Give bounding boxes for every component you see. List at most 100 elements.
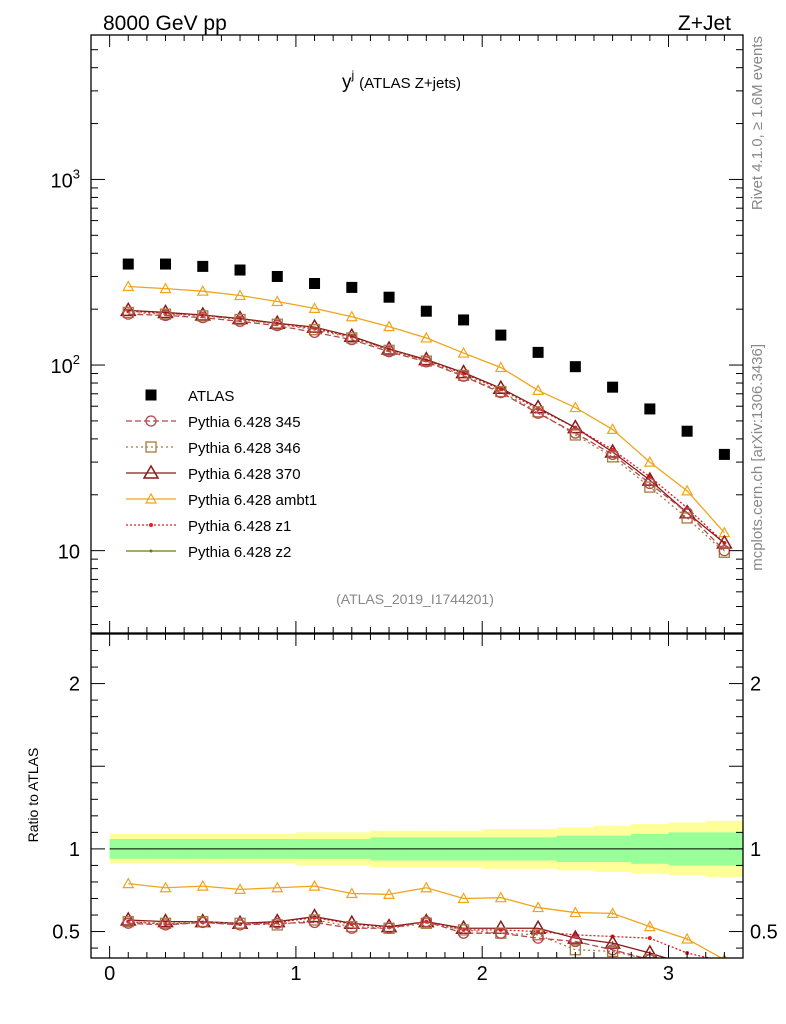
x-tick-label: 2 <box>477 963 488 985</box>
data-point-pythia-6-428-ambt1 <box>234 289 247 301</box>
ratio-point-pythia-6-428-370 <box>717 964 731 976</box>
data-point-pythia-6-428-345 <box>383 346 395 358</box>
data-point-pythia-6-428-345 <box>234 315 246 327</box>
data-point-atlas <box>458 314 470 326</box>
ratio-point-pythia-6-428-ambt1 <box>681 932 694 944</box>
ratio-point-pythia-6-428-345 <box>532 932 544 944</box>
ratio-point-pythia-6-428-346 <box>457 924 470 936</box>
series-line-pythia-6-428-346 <box>128 311 725 553</box>
header-right-label: Z+Jet <box>678 12 731 35</box>
ratio-point-pythia-6-428-ambt1 <box>345 887 358 899</box>
main-y-tick-label: 102 <box>51 352 80 378</box>
legend-marker <box>144 492 158 504</box>
main-y-tick-label: 10 <box>58 542 80 564</box>
ratio-point-pythia-6-428-345 <box>159 919 172 931</box>
legend-entry-label: Pythia 6.428 ambt1 <box>188 492 317 509</box>
data-point-pythia-6-428-346 <box>644 481 656 493</box>
main-y-tick-label: 103 <box>51 166 80 192</box>
ratio-point-pythia-6-428-345 <box>122 917 134 929</box>
ratio-point-pythia-6-428-370 <box>343 914 361 930</box>
data-point-pythia-6-428-345 <box>122 308 134 320</box>
legend-marker <box>145 389 157 401</box>
ratio-series-group <box>119 877 731 976</box>
ratio-uncertainty-band <box>109 820 743 877</box>
ratio-point-pythia-6-428-ambt1 <box>122 877 135 889</box>
data-point-pythia-6-428-370 <box>455 364 472 379</box>
ratio-point-pythia-6-428-346 <box>682 961 692 971</box>
data-point-pythia-6-428-345 <box>308 326 321 339</box>
ratio-point-pythia-6-428-ambt1 <box>271 881 284 893</box>
legend-marker <box>145 415 157 427</box>
data-point-pythia-6-428-ambt1 <box>494 361 507 373</box>
ratio-point-pythia-6-428-345 <box>197 916 209 929</box>
ratio-point-pythia-6-428-ambt1 <box>383 888 396 899</box>
data-point-atlas <box>122 258 134 270</box>
data-point-atlas <box>420 305 432 317</box>
data-point-atlas <box>681 425 693 437</box>
series-line-pythia-6-428-ambt1 <box>128 285 725 534</box>
x-tick-label: 1 <box>290 963 301 985</box>
data-point-pythia-6-428-ambt1 <box>643 455 656 467</box>
data-point-pythia-6-428-345 <box>159 309 172 322</box>
data-point-atlas <box>197 260 209 272</box>
data-point-pythia-6-428-345 <box>681 507 693 519</box>
data-point-pythia-6-428-345 <box>569 427 581 439</box>
ratio-point-pythia-6-428-345 <box>682 963 692 973</box>
data-point-pythia-6-428-370 <box>716 534 733 549</box>
data-point-pythia-6-428-ambt1 <box>606 423 619 435</box>
x-tick-label: 3 <box>663 963 674 985</box>
data-point-pythia-6-428-ambt1 <box>420 331 433 343</box>
data-point-pythia-6-428-345 <box>532 407 544 419</box>
ratio-point-pythia-6-428-370 <box>642 944 658 958</box>
series-line-pythia-6-428-z1 <box>128 310 725 544</box>
chart-title: yj (ATLAS Z+jets) <box>342 68 461 93</box>
ratio-point-pythia-6-428-ambt1 <box>532 901 545 913</box>
ratio-point-pythia-6-428-370 <box>306 908 323 923</box>
ratio-point-pythia-6-428-345 <box>420 915 432 928</box>
data-point-atlas <box>495 329 507 341</box>
data-point-pythia-6-428-370 <box>306 318 323 333</box>
data-point-atlas <box>532 346 544 358</box>
data-point-pythia-6-428-370 <box>492 379 510 394</box>
ratio-y-tick-label-left: 1 <box>69 839 80 861</box>
ratio-point-pythia-6-428-ambt1 <box>420 881 433 893</box>
ratio-point-pythia-6-428-345 <box>457 927 470 939</box>
data-point-pythia-6-428-345 <box>420 356 432 368</box>
data-point-pythia-6-428-ambt1 <box>308 302 321 313</box>
ratio-pythia-6-428-345 <box>122 915 692 973</box>
data-point-pythia-6-428-ambt1 <box>457 346 470 358</box>
series-atlas <box>122 258 730 460</box>
ratio-point-pythia-6-428-345 <box>383 922 395 934</box>
legend-entry-label: ATLAS <box>188 388 234 405</box>
ratio-point-pythia-6-428-ambt1 <box>606 907 619 918</box>
legend-entry-label: Pythia 6.428 345 <box>188 414 301 431</box>
data-point-atlas <box>160 258 172 270</box>
data-point-atlas <box>271 270 283 282</box>
legend-entry-label: Pythia 6.428 370 <box>188 466 301 483</box>
data-point-pythia-6-428-ambt1 <box>681 484 694 496</box>
ratio-point-pythia-6-428-345 <box>346 922 358 934</box>
data-point-pythia-6-428-ambt1 <box>383 320 396 332</box>
data-point-pythia-6-428-345 <box>606 448 619 461</box>
legend-entry-label: Pythia 6.428 z1 <box>188 518 291 535</box>
ratio-line-pythia-6-428-370 <box>128 916 669 958</box>
data-point-pythia-6-428-ambt1 <box>159 282 172 294</box>
main-series-group <box>119 258 733 558</box>
legend-marker <box>142 464 160 479</box>
ratio-axis-label: Ratio to ATLAS <box>25 748 41 843</box>
legend-marker <box>145 441 157 453</box>
ratio-pythia-6-428-346 <box>122 914 692 971</box>
data-point-pythia-6-428-ambt1 <box>569 401 582 413</box>
data-point-pythia-6-428-ambt1 <box>196 284 209 296</box>
ratio-point-pythia-6-428-370 <box>492 919 510 934</box>
legend: ATLAS Pythia 6.428 345 Pythia 6.428 346 Pyt… <box>126 388 317 561</box>
ratio-line-pythia-6-428-345 <box>128 920 647 958</box>
ratio-point-pythia-6-428-z1 <box>647 936 652 941</box>
ratio-point-pythia-6-428-370 <box>686 956 689 958</box>
data-point-atlas <box>234 264 246 276</box>
data-point-pythia-6-428-345 <box>197 312 209 324</box>
ratio-point-pythia-6-428-ambt1 <box>643 920 656 932</box>
data-point-pythia-6-428-ambt1 <box>271 295 284 307</box>
